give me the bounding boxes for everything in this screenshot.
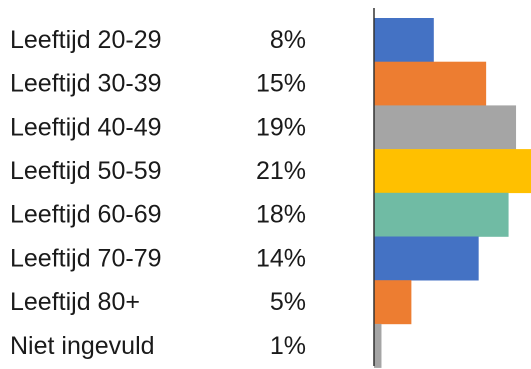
- bar: [374, 61, 487, 106]
- value-label: 14%: [256, 244, 306, 272]
- category-label: Leeftijd 40-49: [10, 113, 162, 141]
- category-label: Leeftijd 70-79: [10, 244, 162, 272]
- category-label: Leeftijd 50-59: [10, 157, 162, 185]
- value-label: 18%: [256, 201, 306, 229]
- bars-layer: [374, 18, 531, 368]
- value-label: 5%: [270, 288, 306, 316]
- category-label: Leeftijd 80+: [10, 288, 140, 316]
- value-label: 15%: [256, 70, 306, 98]
- value-label: 8%: [270, 26, 306, 54]
- bar: [374, 280, 412, 325]
- bar: [374, 236, 479, 281]
- rows-layer: Leeftijd 20-29 8% Leeftijd 30-39 15% Leeftij…: [10, 26, 306, 360]
- bar: [374, 192, 509, 237]
- category-label: Leeftijd 30-39: [10, 70, 162, 98]
- value-label: 19%: [256, 113, 306, 141]
- bar: [374, 105, 517, 150]
- category-label: Niet ingevuld: [10, 332, 155, 360]
- category-label: Leeftijd 60-69: [10, 201, 162, 229]
- bar: [374, 18, 434, 62]
- value-label: 21%: [256, 157, 306, 185]
- category-label: Leeftijd 20-29: [10, 26, 162, 54]
- bar: [374, 149, 531, 194]
- bar: [374, 323, 382, 368]
- value-label: 1%: [270, 332, 306, 360]
